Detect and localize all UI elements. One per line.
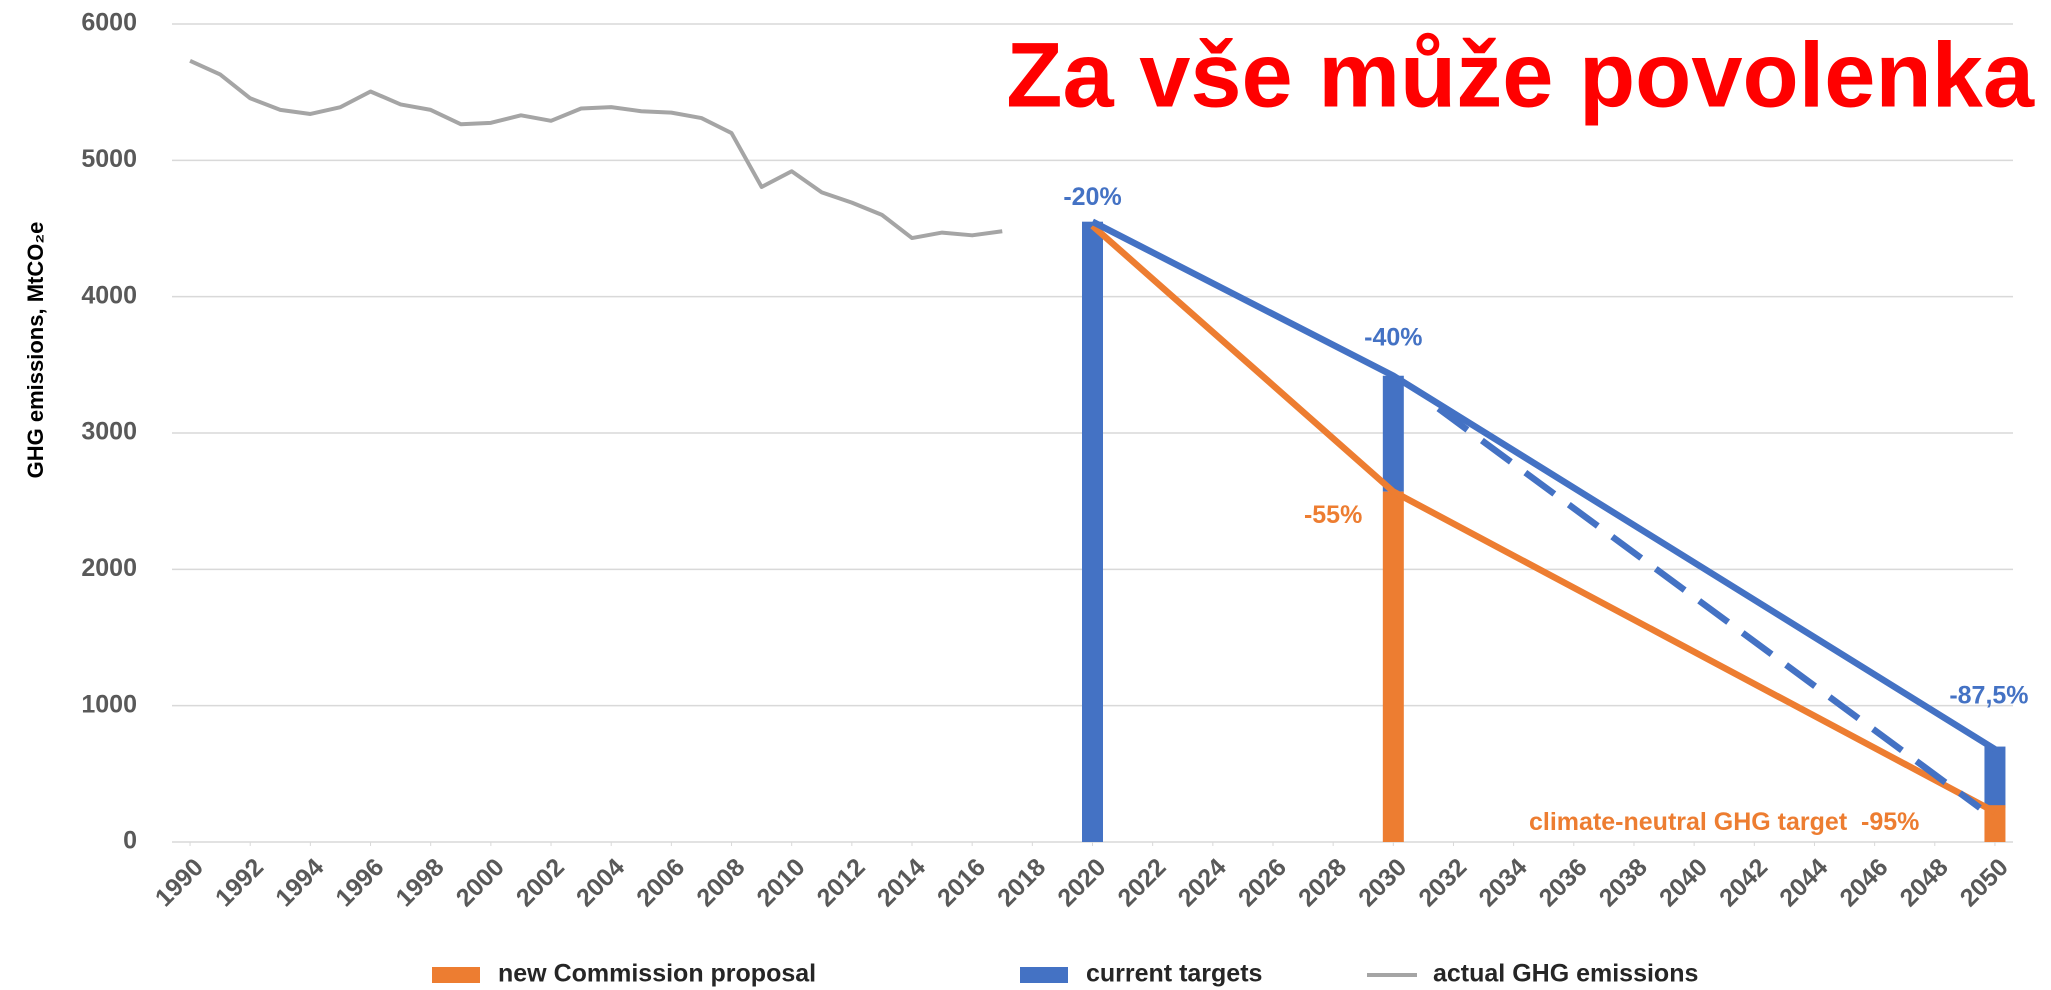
x-tick-label: 2038 — [1594, 853, 1653, 912]
annotation: -20% — [1063, 183, 1121, 211]
legend-label: new Commission proposal — [498, 960, 816, 988]
x-tick-label: 1990 — [150, 853, 209, 912]
x-tick-label: 2020 — [1052, 853, 1111, 912]
x-tick-label: 2004 — [571, 853, 630, 912]
range-bar — [1984, 805, 2006, 842]
x-tick-label: 1994 — [270, 853, 329, 912]
annotation: -40% — [1364, 324, 1422, 352]
annotation: -87,5% — [1949, 681, 2028, 709]
x-tick-label: 2048 — [1895, 853, 1954, 912]
x-tick-label: 2026 — [1233, 853, 1292, 912]
y-tick-label: 1000 — [81, 690, 137, 718]
y-tick-label: 0 — [123, 827, 137, 855]
series-line — [189, 58, 1003, 241]
x-tick-label: 2050 — [1955, 853, 2014, 912]
y-tick-label: 3000 — [81, 418, 137, 446]
range-bar — [1984, 746, 2006, 808]
y-axis-label: GHG emissions, MtCO₂e — [23, 222, 48, 479]
legend-label: current targets — [1086, 960, 1262, 988]
series-line — [1091, 218, 1997, 753]
x-tick-label: 2016 — [932, 853, 991, 912]
legend-swatch — [1020, 967, 1068, 983]
annotation: climate-neutral GHG target -95% — [1529, 808, 1919, 836]
x-tick-label: 2010 — [751, 853, 810, 912]
x-tick-label: 2028 — [1293, 853, 1352, 912]
dashed-line — [1436, 405, 1982, 811]
x-tick-label: 2000 — [451, 853, 510, 912]
x-tick-label: 1996 — [330, 853, 389, 912]
x-tick-label: 2014 — [872, 853, 931, 912]
x-tick-label: 1998 — [390, 853, 449, 912]
x-tick-label: 2018 — [992, 853, 1051, 912]
legend-swatch — [432, 967, 480, 983]
x-tick-label: 2024 — [1173, 853, 1232, 912]
x-tick-label: 2044 — [1774, 853, 1833, 912]
series-line — [1090, 223, 1997, 815]
x-tick-label: 2032 — [1413, 853, 1472, 912]
range-bar — [1082, 221, 1103, 842]
x-tick-label: 2042 — [1714, 853, 1773, 912]
y-tick-label: 6000 — [81, 9, 137, 37]
x-tick-label: 2012 — [812, 853, 871, 912]
x-tick-label: 2006 — [631, 853, 690, 912]
x-tick-label: 2030 — [1353, 853, 1412, 912]
x-tick-label: 1992 — [210, 853, 269, 912]
x-tick-label: 2008 — [691, 853, 750, 912]
range-bar — [1382, 375, 1404, 492]
y-tick-label: 4000 — [81, 281, 137, 309]
x-tick-label: 2046 — [1834, 853, 1893, 912]
x-tick-label: 2002 — [511, 853, 570, 912]
y-tick-label: 5000 — [81, 145, 137, 173]
y-tick-label: 2000 — [81, 554, 137, 582]
annotation: -55% — [1304, 501, 1362, 529]
x-tick-label: 2040 — [1654, 853, 1713, 912]
x-tick-label: 2022 — [1112, 853, 1171, 912]
legend-label: actual GHG emissions — [1433, 960, 1698, 988]
x-tick-label: 2036 — [1534, 853, 1593, 912]
range-bar — [1382, 491, 1404, 842]
x-tick-label: 2034 — [1473, 853, 1532, 912]
chart-title: Za vše může povolenka — [1006, 24, 2035, 126]
